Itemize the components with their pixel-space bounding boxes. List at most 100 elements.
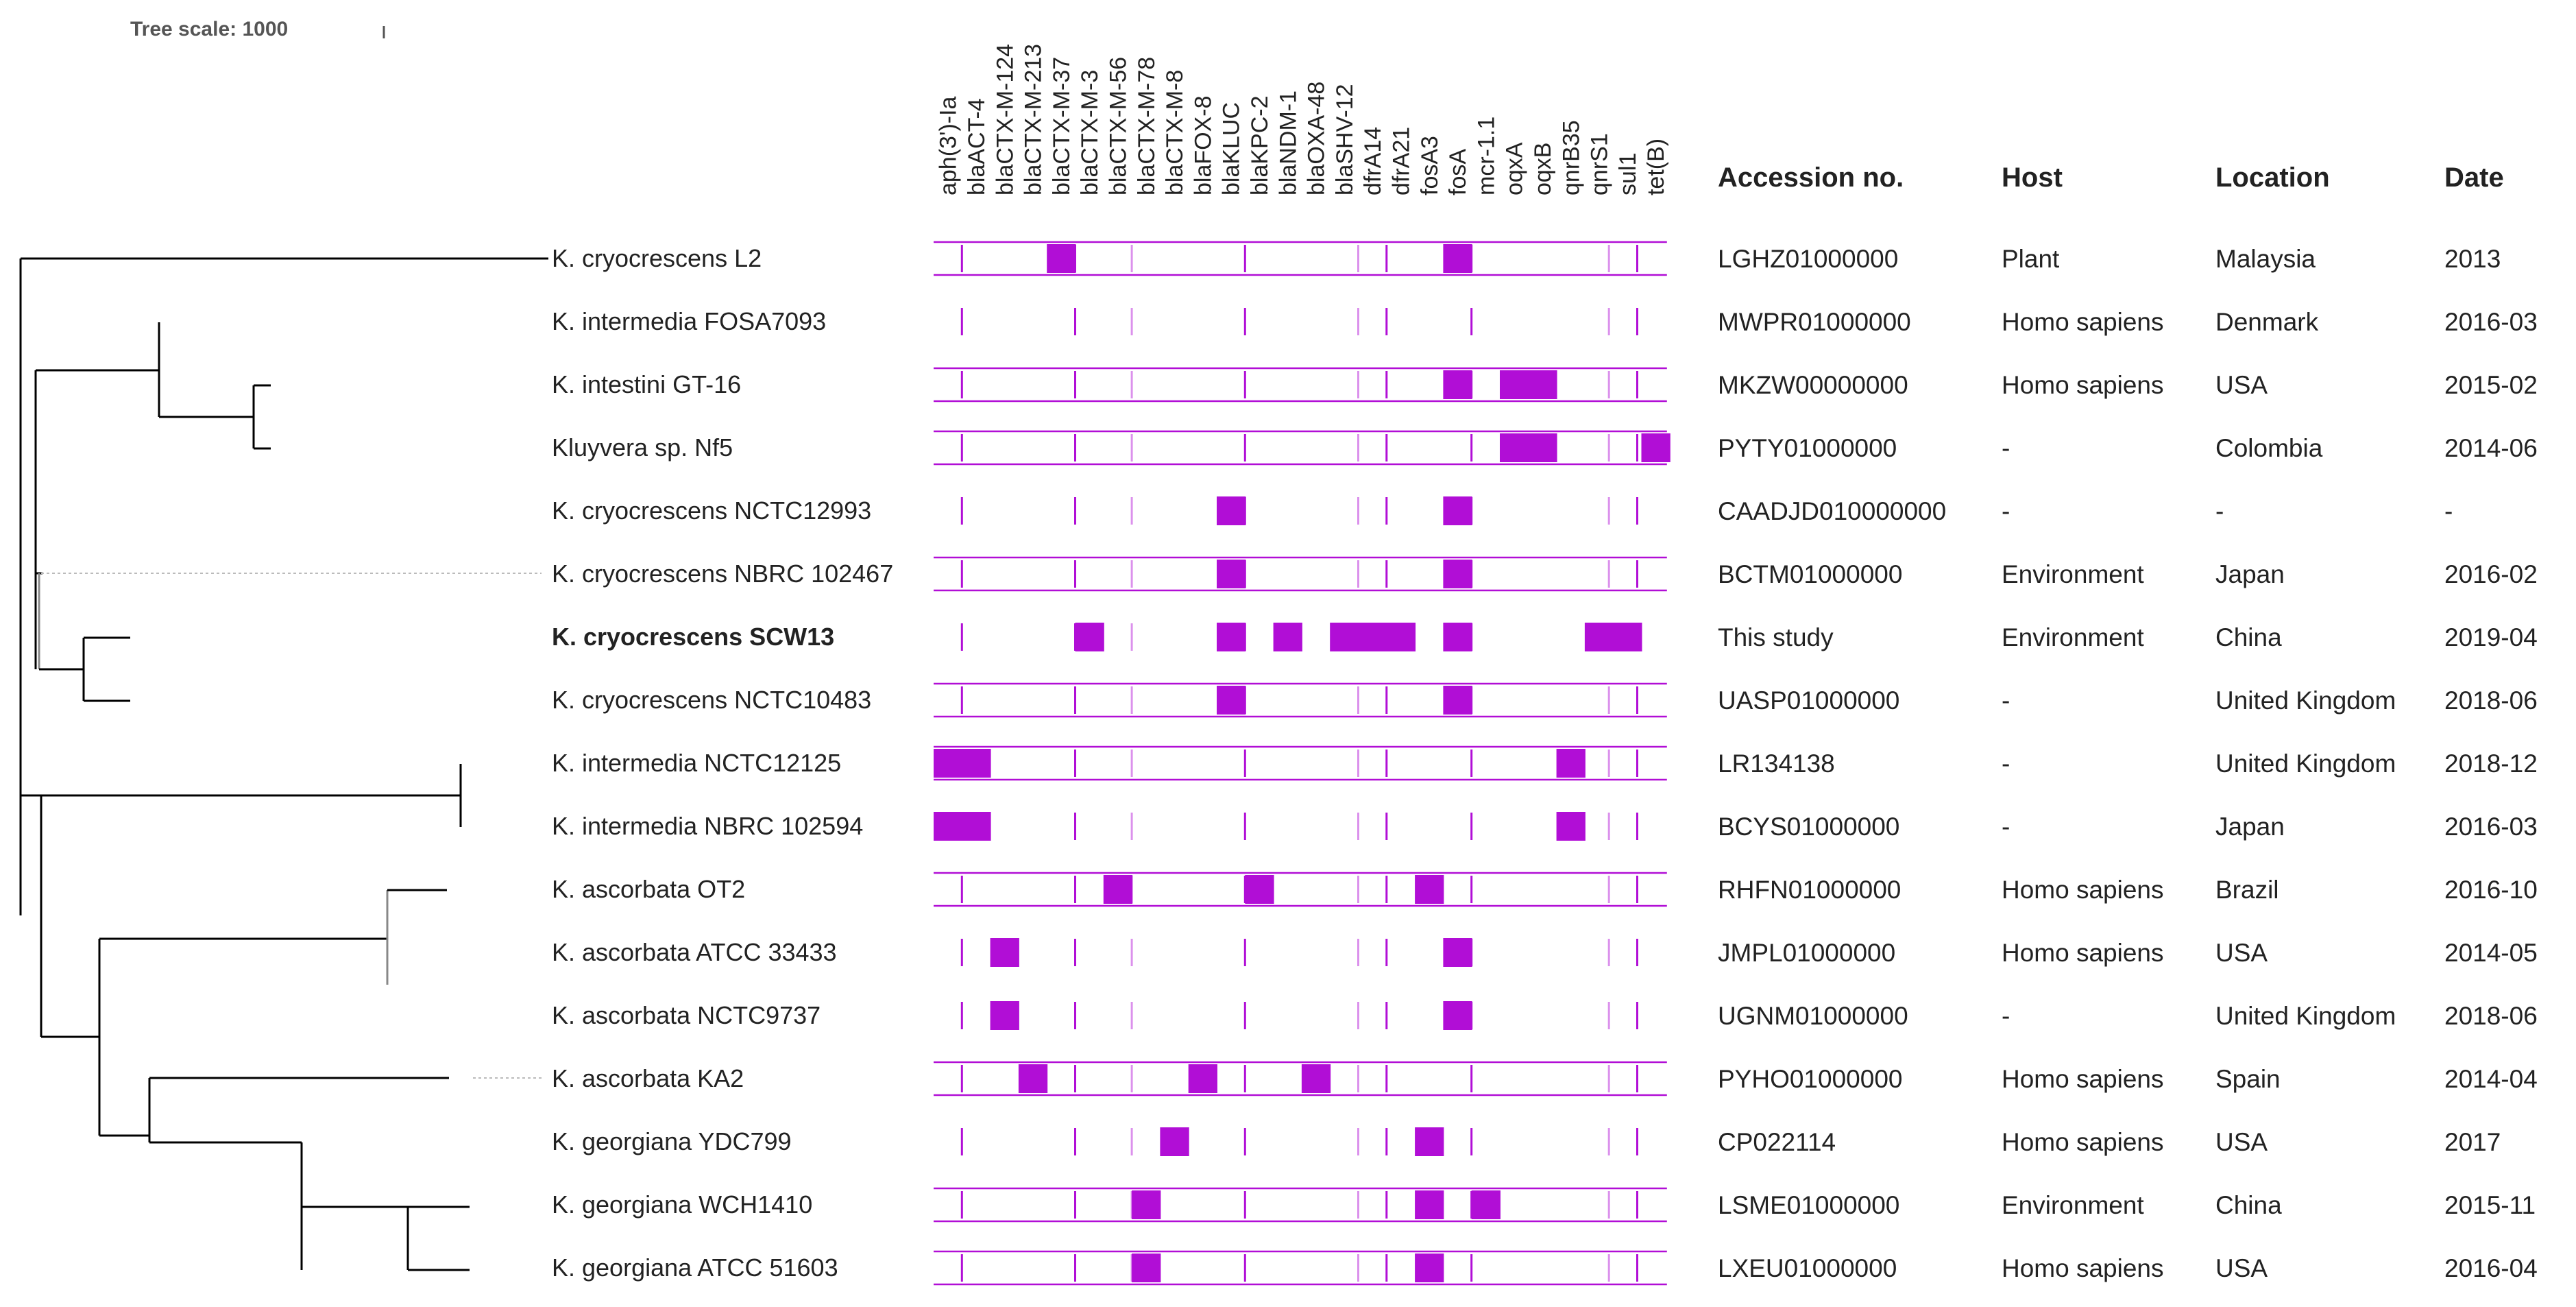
gene-present-cell [1641,433,1670,462]
gene-header: fosA3 [1417,136,1443,195]
gene-present-cell [1245,875,1274,904]
gene-present-cell [1471,1190,1500,1219]
gene-present-cell [1217,686,1246,715]
meta-date-cell: 2016-02 [2444,560,2538,588]
strain-label: K. cryocrescens SCW13 [552,623,834,651]
matrix-row [960,938,1638,967]
gene-present-cell [934,812,963,841]
meta-location-cell: United Kingdom [2215,1002,2396,1030]
meta-host-cell: - [2002,750,2010,778]
meta-date-cell: 2013 [2444,245,2501,273]
gene-header: blaFOX-8 [1190,96,1216,196]
meta-accession-cell: RHFN01000000 [1718,876,1901,904]
gene-present-cell [1528,433,1557,462]
gene-present-cell [1500,433,1529,462]
meta-location-cell: USA [2215,1254,2268,1282]
gene-header: mcr-1.1 [1473,117,1499,195]
gene-header: dfrA14 [1360,127,1386,195]
meta-accession-cell: CAADJD010000000 [1718,497,1946,525]
strain-label: K. ascorbata OT2 [552,875,745,903]
meta-location-cell: Malaysia [2215,245,2316,273]
gene-present-cell [990,938,1019,967]
gene-present-cell [1217,623,1246,651]
matrix-row [960,1127,1638,1156]
meta-host-cell: - [2002,686,2010,715]
gene-present-cell [990,1001,1019,1030]
gene-present-cell [1386,623,1416,651]
meta-accession-cell: BCTM01000000 [1718,560,1902,588]
leader-lines [41,573,542,1079]
gene-present-cell [1188,1064,1217,1093]
gene-header: blaCTX-M-3 [1077,70,1103,195]
gene-present-cell [1443,496,1472,525]
strain-label: K. ascorbata NCTC9737 [552,1001,821,1029]
meta-host-cell: Environment [2002,623,2144,651]
meta-host-cell: Homo sapiens [2002,308,2164,336]
meta-date-cell: 2017 [2444,1128,2501,1156]
meta-location-cell: USA [2215,371,2268,399]
meta-location-cell: Brazil [2215,876,2279,904]
gene-present-cell [934,749,963,778]
gene-present-cell [1132,1254,1161,1282]
meta-accession-cell: UGNM01000000 [1718,1002,1908,1030]
gene-header: qnrS1 [1587,133,1613,195]
meta-date-cell: 2014-05 [2444,939,2538,967]
strain-labels: K. cryocrescens L2 K. intermedia FOSA7093… [552,244,893,1282]
meta-host-cell: Environment [2002,560,2144,588]
gene-present-cell [1415,875,1444,904]
gene-present-cell [1556,749,1585,778]
gene-present-cell [1528,370,1557,399]
strain-label: K. ascorbata KA2 [552,1064,744,1092]
gene-present-cell [1047,244,1076,273]
meta-accession-cell: JMPL01000000 [1718,939,1895,967]
meta-accession-cell: CP022114 [1718,1128,1836,1156]
meta-accession-cell: LXEU01000000 [1718,1254,1897,1282]
gene-present-cell [962,749,991,778]
meta-host-cell: Homo sapiens [2002,1065,2164,1093]
gene-header: sul1 [1615,153,1641,195]
gene-present-cell [1443,244,1472,273]
meta-accession-cell: This study [1718,623,1834,651]
meta-location-cell: USA [2215,939,2268,967]
matrix-row [934,682,1667,718]
meta-accession-cell: LR134138 [1718,750,1835,778]
matrix-row [960,623,1642,651]
gene-header: blaCTX-M-78 [1134,57,1160,195]
meta-date-cell: 2014-06 [2444,434,2538,462]
gene-present-cell [962,812,991,841]
matrix-row [934,812,1638,841]
gene-header: blaNDM-1 [1275,91,1301,195]
meta-date-cell: 2014-04 [2444,1065,2538,1093]
gene-header: blaOXA-48 [1304,82,1330,195]
meta-host-cell: Homo sapiens [2002,1254,2164,1282]
meta-host-cell: Environment [2002,1191,2144,1219]
meta-date-cell: 2015-02 [2444,371,2538,399]
gene-header: blaKPC-2 [1247,95,1273,195]
strain-label: Kluyvera sp. Nf5 [552,433,733,461]
meta-host-cell: Homo sapiens [2002,939,2164,967]
strain-label: K. cryocrescens L2 [552,244,762,272]
gene-header: fosA [1445,149,1471,195]
gene-header: tet(B) [1643,139,1669,195]
meta-host-cell: - [2002,434,2010,462]
host-header: Host [2002,163,2063,193]
matrix-row [934,241,1667,276]
matrix-row [960,496,1638,525]
meta-accession-cell: MKZW00000000 [1718,371,1908,399]
gene-present-cell [1330,623,1359,651]
strain-label: K. georgiana ATCC 51603 [552,1254,838,1282]
meta-accession-cell: LSME01000000 [1718,1191,1899,1219]
gene-header: oqxB [1530,143,1556,196]
gene-header: blaCTX-M-213 [1021,44,1047,195]
meta-location-cell: China [2215,1191,2282,1219]
matrix-row [934,1187,1667,1223]
meta-accession-cell: MWPR01000000 [1718,308,1911,336]
matrix-row [960,1001,1638,1030]
strain-label: K. intestini GT-16 [552,370,741,398]
gene-present-cell [1415,1127,1444,1156]
meta-location-cell: Spain [2215,1065,2281,1093]
tree-scale-label: Tree scale: 1000 [130,18,288,40]
meta-accession-cell: BCYS01000000 [1718,813,1899,841]
matrix-row [934,1061,1667,1096]
meta-date-cell: 2016-04 [2444,1254,2538,1282]
